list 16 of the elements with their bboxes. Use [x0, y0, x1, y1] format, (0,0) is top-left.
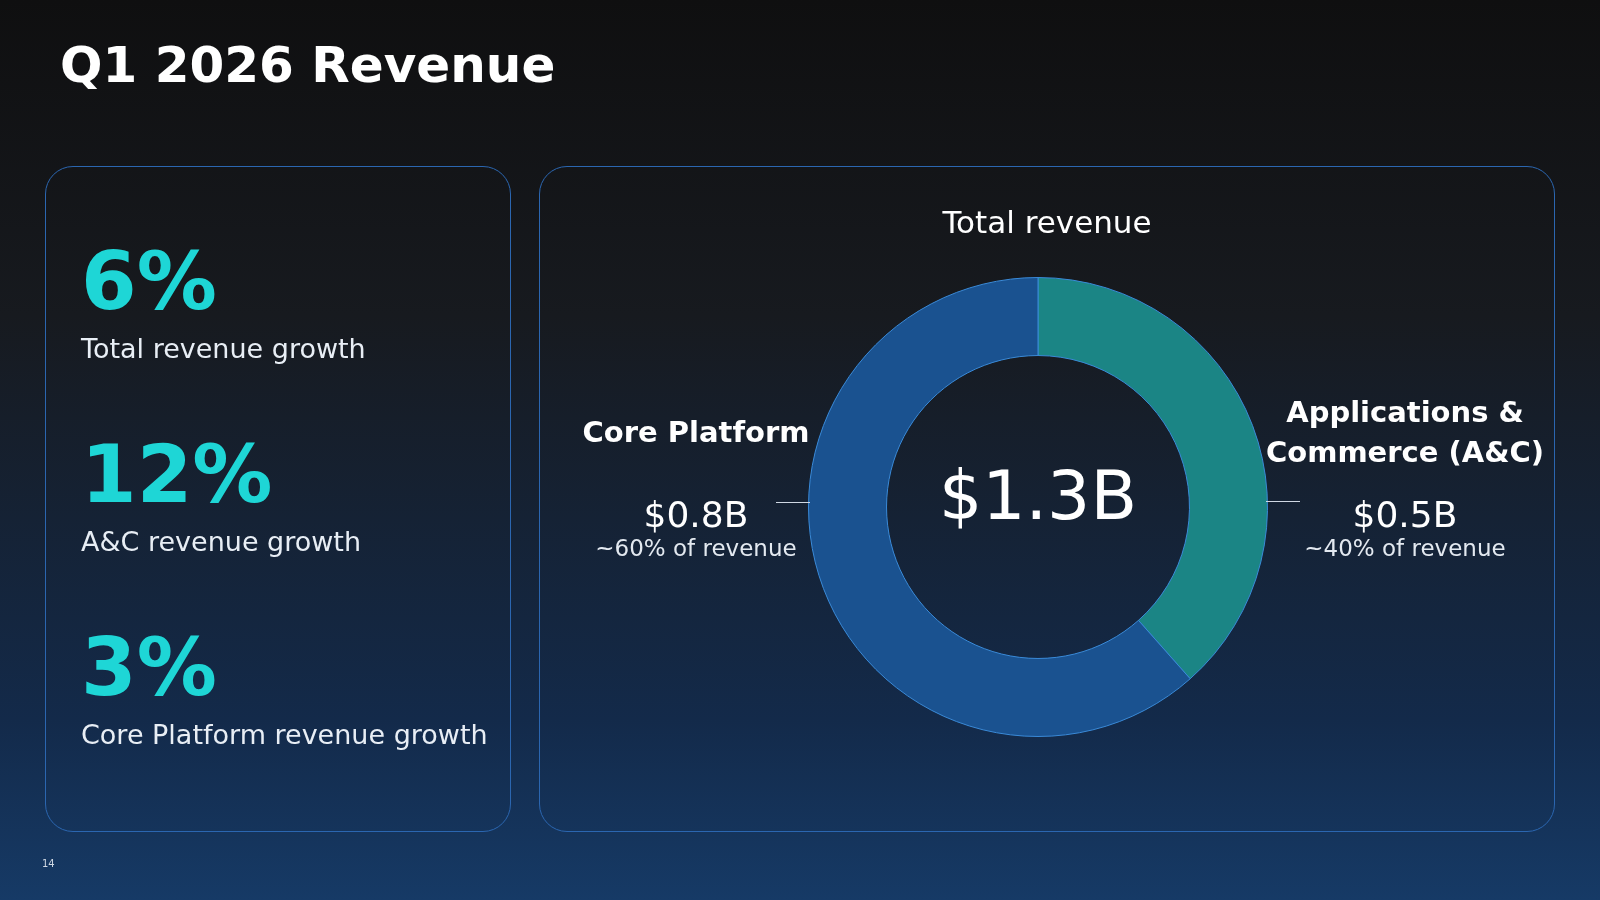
text: Core Platform revenue growth: [81, 719, 488, 750]
data-label: $0.5B: [1351, 494, 1459, 535]
text: Q1 2026 Revenue: [60, 36, 556, 94]
text: $1.3B: [937, 456, 1139, 535]
text: 12%: [81, 428, 274, 521]
text: ~40% of revenue: [1303, 535, 1507, 561]
chart-title: Total revenue: [941, 204, 1153, 240]
text: 6%: [81, 235, 218, 328]
text: A&C revenue growth: [81, 526, 362, 557]
text: Total revenue growth: [81, 333, 366, 364]
slice-label: Core Platform: [581, 414, 811, 451]
text: ~60% of revenue: [594, 535, 798, 561]
text: 3%: [81, 621, 218, 714]
text: 14: [42, 858, 55, 869]
data-label: $0.8B: [642, 494, 750, 535]
slice-label: Applications & Commerce (A&C): [1265, 394, 1545, 471]
